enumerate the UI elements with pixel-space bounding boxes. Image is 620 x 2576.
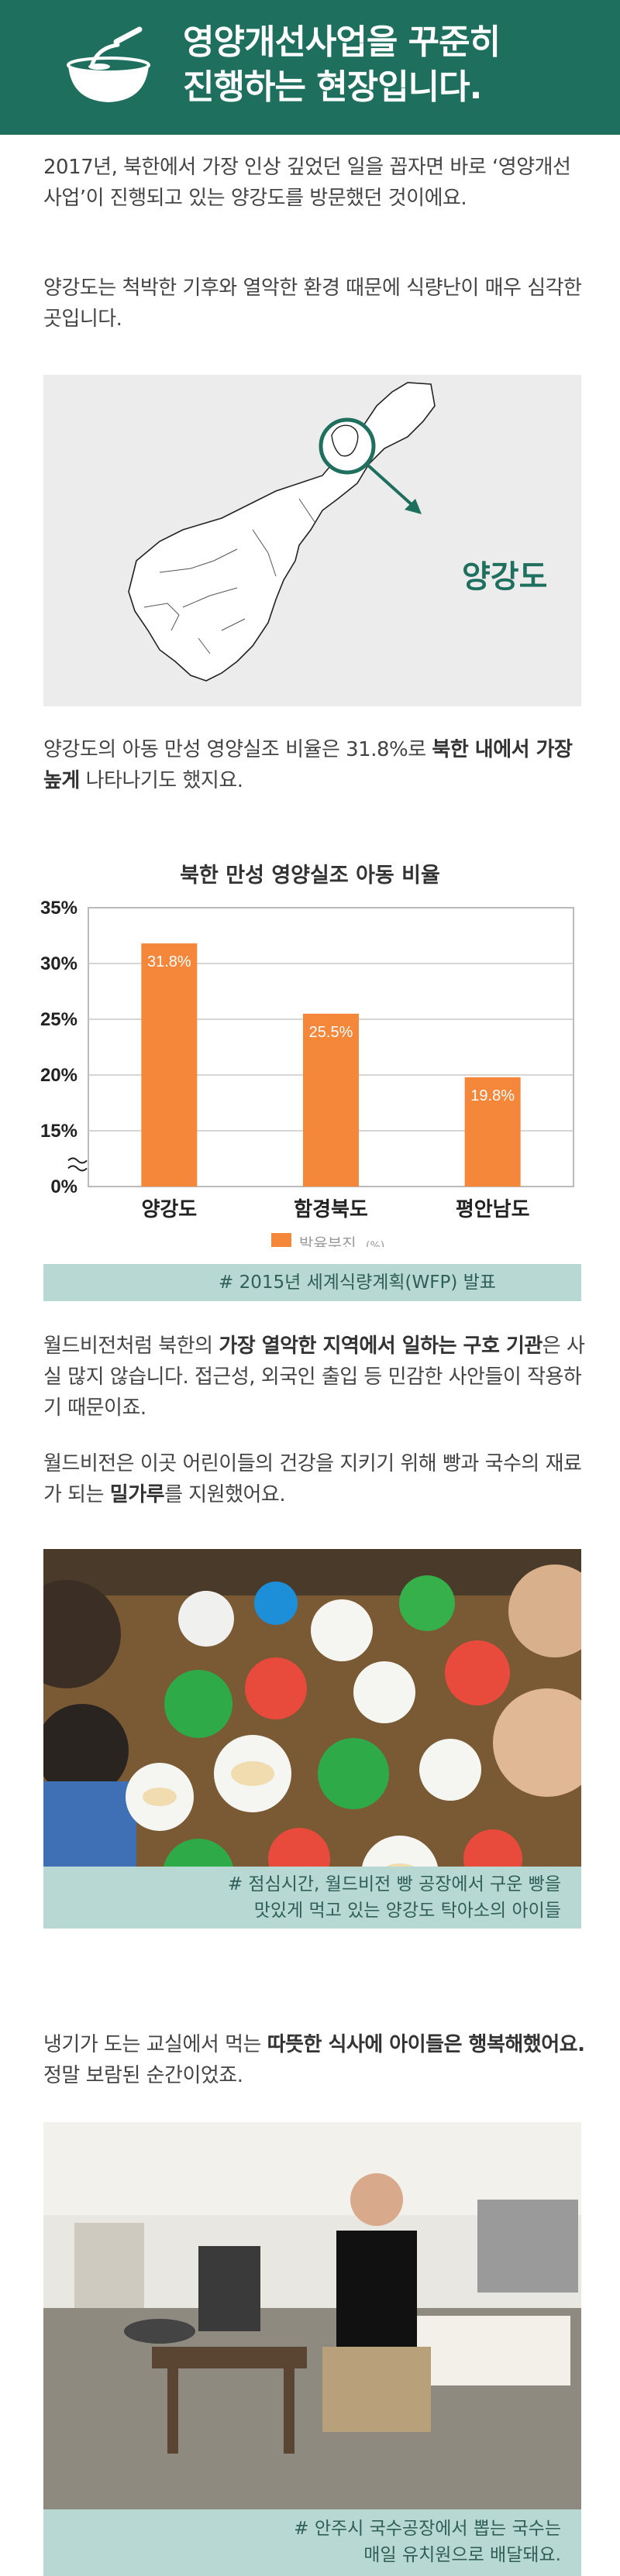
north-korea-map — [43, 375, 581, 706]
photo2-caption-line-1: # 안주시 국수공장에서 뽑는 국수는 — [294, 2519, 561, 2539]
title-line-1: 영양개선사업을 꾸준히 — [183, 22, 501, 62]
stat-text-after: 나타나기도 했지요. — [79, 769, 243, 792]
intro-paragraph-1: 2017년, 북한에서 가장 인상 깊었던 일을 꼽자면 바로 ‘영양개선사업’… — [43, 156, 571, 210]
chart-y-tick-label: 20% — [40, 1065, 78, 1086]
chart-y-tick-label: 35% — [40, 898, 78, 919]
photo2-caption-line-2: 매일 유치원으로 배달돼요. — [363, 2545, 561, 2565]
chart-legend-label: 발육부진 — [299, 1235, 356, 1247]
chart-x-category-label: 평안남도 — [456, 1198, 530, 1221]
chart-y-tick-label: 30% — [40, 953, 78, 974]
relief-text-a: 월드비전처럼 북한의 — [43, 1334, 219, 1358]
stat-text-bold: 북한 내에서 가장 높게 — [43, 738, 573, 792]
flour-paragraph: 월드비전은 이곳 어린이들의 건강을 지키기 위해 빵과 국수의 재료가 되는 … — [43, 1448, 586, 1510]
bar-chart: 0% 15% 20% 25% 30% 35% 31.8% 양강도 25.5% 함경북도 19.8% 평… — [40, 898, 574, 1247]
happy-text-c: 정말 보람된 순간이었죠. — [43, 2064, 243, 2087]
header-banner: 영양개선사업을 꾸준히 진행하는 현장입니다. — [0, 0, 620, 135]
noodle-factory-photo: # 안주시 국수공장에서 뽑는 국수는 매일 유치원으로 배달돼요. — [43, 2122, 581, 2576]
stat-text-before: 양강도의 아동 만성 영양실조 비율은 31.8%로 — [43, 738, 432, 761]
children-lunch-photo: # 점심시간, 월드비전 빵 공장에서 구운 빵을 맛있게 먹고 있는 양강도 … — [43, 1549, 581, 1929]
photo1-caption-line-2: 맛있게 먹고 있는 양강도 탁아소의 아이들 — [253, 1901, 561, 1921]
chart-source-caption: # 2015년 세계식량계획(WFP) 발표 — [43, 1264, 581, 1301]
map-label-yanggang: 양강도 — [462, 559, 548, 595]
chart-bar-value-label: 31.8% — [147, 953, 191, 970]
chart-y-tick-label: 0% — [50, 1176, 78, 1197]
chart-x-category-label: 함경북도 — [294, 1198, 368, 1221]
stat-paragraph: 양강도의 아동 만성 영양실조 비율은 31.8%로 북한 내에서 가장 높게 … — [43, 734, 586, 796]
relief-text-bold: 가장 열악한 지역에서 일하는 구호 기관 — [219, 1334, 542, 1358]
happy-meal-paragraph: 냉기가 도는 교실에서 먹는 따뜻한 식사에 아이들은 행복해했어요. 정말 보… — [43, 2029, 586, 2091]
chart-y-tick-label: 25% — [40, 1009, 78, 1030]
relief-paragraph: 월드비전처럼 북한의 가장 열악한 지역에서 일하는 구호 기관은 사실 많지 … — [43, 1331, 586, 1424]
happy-text-a: 냉기가 도는 교실에서 먹는 — [43, 2033, 267, 2056]
relief-text-c: 은 사실 많지 않습니다. 접근성, 외국인 출입 등 민감한 사안들이 작용하… — [43, 1334, 585, 1420]
photo1-caption: # 점심시간, 월드비전 빵 공장에서 구운 빵을 맛있게 먹고 있는 양강도 … — [43, 1867, 581, 1929]
chart-bar-value-label: 25.5% — [309, 1024, 353, 1041]
chart-axis-break-mark — [67, 1157, 88, 1172]
photo-table-graphic — [43, 1549, 581, 1929]
happy-text-bold: 따뜻한 식사에 아이들은 행복해했어요. — [267, 2033, 585, 2056]
flour-text-c: 를 지원했어요. — [164, 1483, 286, 1506]
chart-legend-unit: (%) — [366, 1240, 384, 1247]
bowl-spoon-icon — [67, 26, 150, 102]
intro-paragraph-2: 양강도는 척박한 기후와 열악한 환경 때문에 식량난이 매우 심각한 곳입니다… — [43, 276, 582, 331]
chart-x-category-label: 양강도 — [141, 1198, 197, 1221]
flour-text-a: 월드비전은 이곳 어린이들의 건강을 지키기 위해 빵과 국수의 재료가 되는 — [43, 1452, 582, 1506]
chart-bar — [464, 1077, 521, 1187]
title-line-2: 진행하는 현장입니다. — [183, 67, 482, 107]
chart-y-tick-label: 15% — [40, 1121, 78, 1142]
flour-text-bold: 밀가루 — [109, 1483, 165, 1506]
photo1-caption-line-1: # 점심시간, 월드비전 빵 공장에서 구운 빵을 — [227, 1874, 561, 1894]
map-graphic — [128, 382, 436, 682]
chart-bar — [141, 943, 198, 1187]
photo-factory-graphic — [43, 2122, 581, 2576]
chart-legend-swatch — [271, 1233, 291, 1247]
page-title: 영양개선사업을 꾸준히 진행하는 현장입니다. — [183, 20, 501, 110]
chart-title: 북한 만성 영양실조 아동 비율 — [180, 864, 440, 888]
chart-bar — [303, 1013, 359, 1187]
chart-bar-value-label: 19.8% — [470, 1087, 515, 1104]
photo2-caption: # 안주시 국수공장에서 뽑는 국수는 매일 유치원으로 배달돼요. — [43, 2509, 581, 2576]
